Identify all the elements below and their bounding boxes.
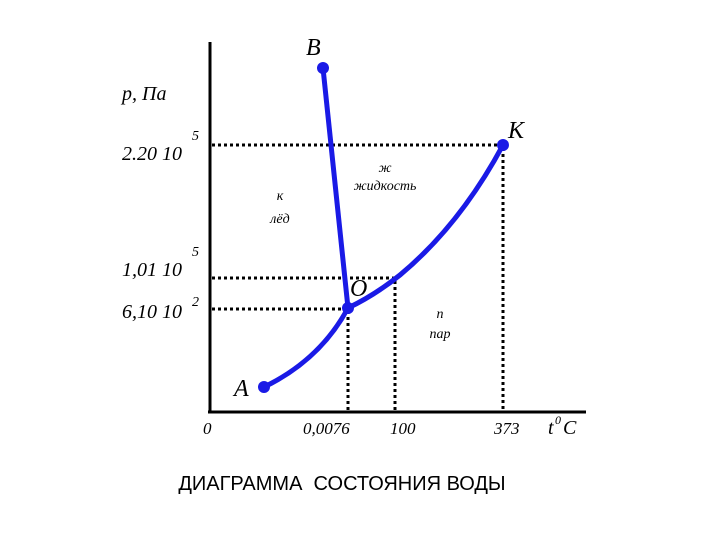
point	[342, 302, 354, 314]
point	[258, 381, 270, 393]
boiling-curve	[345, 142, 506, 311]
region-name: жидкость	[354, 179, 417, 194]
region-name: лёд	[269, 212, 289, 227]
y-tick-exp: 5	[192, 245, 199, 260]
region-name: пар	[430, 327, 451, 342]
point	[497, 139, 509, 151]
x-tick: 100	[390, 419, 416, 438]
point	[317, 62, 329, 74]
region-letter: п	[437, 307, 444, 322]
sublimation-curve	[261, 305, 351, 390]
x-label-unit: C	[563, 417, 577, 439]
y-tick: 6,10 10	[122, 301, 182, 323]
point-label: B	[306, 35, 321, 61]
caption: ДИАГРАММА СОСТОЯНИЯ ВОДЫ	[178, 473, 505, 495]
guide-line	[212, 307, 350, 410]
x-tick: 0,0076	[303, 419, 350, 438]
x-label-sup: 0	[555, 413, 561, 427]
region-letter: ж	[378, 161, 391, 176]
y-tick-exp: 2	[192, 295, 199, 310]
y-label: p, Па	[120, 83, 166, 105]
melting-curve	[320, 65, 351, 311]
x-label: t	[548, 417, 554, 439]
y-tick: 1,01 10	[122, 259, 182, 281]
x-tick: 0	[203, 419, 212, 438]
point-label: K	[507, 118, 526, 144]
point-label: A	[232, 376, 249, 402]
region-letter: к	[277, 189, 284, 204]
y-tick: 2.20 10	[122, 143, 182, 165]
x-tick: 373	[493, 419, 520, 438]
point-label: O	[350, 276, 367, 302]
y-tick-exp: 5	[192, 129, 199, 144]
